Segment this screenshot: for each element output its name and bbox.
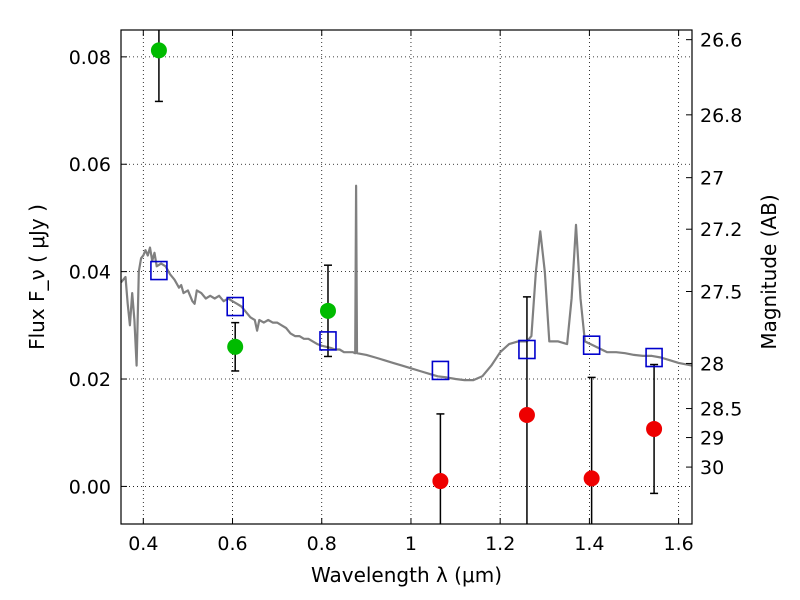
y2-tick-label: 27.2 [700, 219, 742, 241]
axis-ticks: 0.4 0.6 0.8 1 1.2 1.4 1.6 0.00 0.02 0.04 0.06 0.08 2… [69, 30, 743, 555]
model-spectrum [120, 184, 693, 382]
data-point-marker [583, 470, 600, 487]
y-tick-label: 0.06 [69, 154, 111, 176]
x-tick-label: 1 [405, 533, 417, 555]
y2-tick-label: 27 [700, 168, 724, 190]
y2-tick-label: 30 [700, 457, 724, 479]
plot-frame [120, 29, 693, 525]
y2-tick-label: 28.5 [700, 399, 742, 421]
y2-tick-label: 28 [700, 353, 724, 375]
x-tick-label: 0.8 [307, 533, 337, 555]
x-tick-label: 1.2 [485, 533, 515, 555]
error-bars [154, 30, 659, 524]
model-square-marker [431, 360, 450, 381]
x-tick-label: 0.6 [217, 533, 247, 555]
y-tick-label: 0.00 [69, 476, 111, 498]
y-tick-label: 0.04 [69, 262, 111, 284]
x-tick-label: 1.4 [574, 533, 604, 555]
y-tick-label: 0.02 [69, 369, 111, 391]
data-point-marker [227, 338, 244, 355]
y2-tick-label: 27.5 [700, 281, 742, 303]
model-square-marker [582, 335, 601, 355]
data-point-marker [432, 473, 449, 490]
x-axis-title: Wavelength λ (μm) [311, 563, 502, 587]
data-point-marker [646, 420, 663, 437]
data-point-marker [150, 42, 167, 59]
spectrum-line [120, 184, 693, 382]
y2-tick-label: 26.6 [700, 30, 742, 52]
model-square-marker [226, 296, 244, 317]
model-square-marker [150, 260, 168, 281]
y2-tick-label: 29 [700, 428, 724, 450]
y-tick-label: 0.08 [69, 47, 111, 69]
x-tick-label: 1.6 [664, 533, 694, 555]
data-point-marker [518, 406, 535, 423]
y2-tick-label: 26.8 [700, 105, 742, 127]
data-point-marker [319, 302, 336, 319]
model-square-marker [518, 339, 536, 360]
model-square-marker [319, 331, 337, 351]
y-axis-title: Flux F_ν ( μJy ) [25, 204, 49, 350]
data-markers [150, 42, 663, 490]
y2-axis-title: Magnitude (AB) [757, 194, 781, 349]
model-square-marker [645, 347, 663, 368]
grid-lines [121, 30, 692, 524]
x-tick-label: 0.4 [128, 533, 158, 555]
